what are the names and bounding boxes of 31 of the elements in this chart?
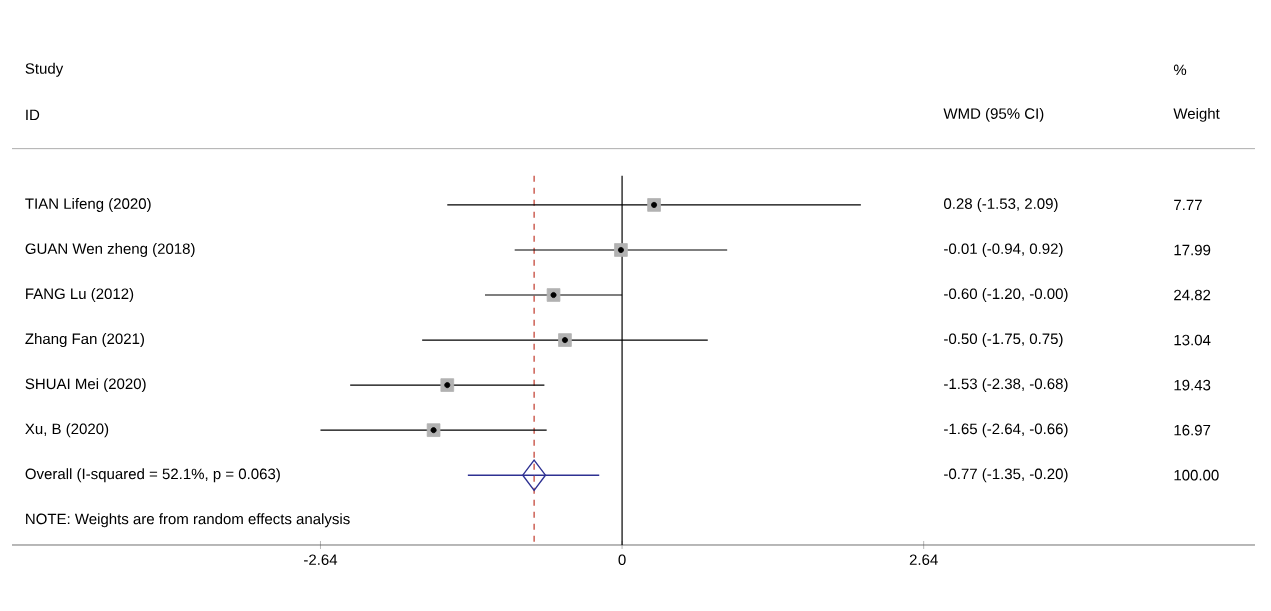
annotation: 16.97 [1174, 424, 1211, 436]
annotation: 24.82 [1174, 289, 1211, 301]
y-tick-label: TIAN Lifeng (2020) [25, 197, 151, 212]
text: Study [25, 62, 64, 77]
y-tick-label: Overall (I-squared = 52.1%, p = 0.063) [25, 468, 280, 483]
y-tick-label: FANG Lu (2012) [26, 288, 134, 303]
text: WMD (95% CI) [943, 107, 1044, 122]
x-tick-label: 0 [618, 554, 626, 566]
annotation: -1.53 (-2.38, -0.68) [944, 378, 1068, 393]
y-tick-label: Xu, B (2020) [25, 423, 109, 438]
annotation: 19.43 [1174, 379, 1211, 391]
annotation: 100.00 [1174, 469, 1219, 481]
point [522, 459, 547, 492]
x-tick-label: -2.64 [304, 554, 338, 566]
annotation: -0.60 (-1.20, -0.00) [944, 288, 1068, 303]
annotation: NOTE: Weights are from random effects analysis [26, 513, 350, 528]
y-tick-label: GUAN Wen zheng (2018) [25, 243, 195, 257]
x-tick-label: 2.64 [909, 554, 938, 566]
annotation: 7.77 [1174, 199, 1202, 211]
annotation: -0.50 (-1.75, 0.75) [944, 333, 1063, 348]
text: % [1173, 64, 1187, 76]
annotation: 0.28 (-1.53, 2.09) [944, 197, 1058, 212]
y-tick-label: Zhang Fan (2021) [25, 333, 144, 348]
annotation: -0.77 (-1.35, -0.20) [944, 468, 1068, 483]
annotation: -0.01 (-0.94, 0.92) [944, 243, 1063, 257]
y-tick-label: SHUAI Mei (2020) [25, 378, 146, 393]
annotation: 17.99 [1174, 244, 1211, 256]
annotation: -1.65 (-2.64, -0.66) [944, 423, 1068, 438]
annotation: 13.04 [1174, 334, 1211, 346]
text: Weight [1173, 107, 1220, 122]
text: ID [26, 109, 40, 121]
